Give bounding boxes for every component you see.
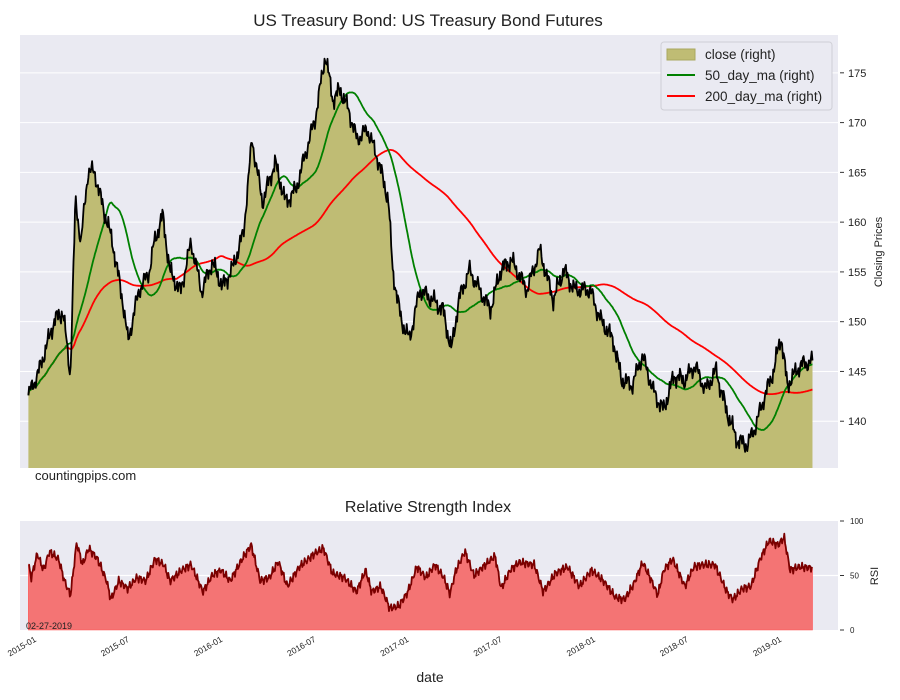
y-tick-label: 140 bbox=[848, 416, 866, 428]
rsi-chart-title: Relative Strength Index bbox=[345, 499, 511, 516]
legend-swatch-close bbox=[666, 48, 696, 61]
date-note: 02-27-2019 bbox=[26, 621, 72, 631]
x-tick-label: 2016-07 bbox=[285, 634, 317, 658]
close-area-fill bbox=[28, 58, 813, 468]
rsi-y-ticks: 0 50 100 bbox=[840, 517, 864, 635]
x-tick-label: 2016-01 bbox=[192, 634, 224, 658]
rsi-y-axis-label: RSI bbox=[869, 567, 881, 585]
main-series bbox=[27, 57, 814, 468]
x-tick-label: 2018-01 bbox=[565, 634, 597, 658]
rsi-series bbox=[28, 532, 813, 631]
ma200-line bbox=[27, 149, 813, 396]
y-tick-label: 155 bbox=[848, 267, 866, 279]
rsi-line bbox=[28, 532, 813, 612]
y-tick-label: 160 bbox=[848, 217, 866, 229]
main-y-ticks: 140 145 150 155 160 165 170 175 bbox=[840, 68, 866, 428]
legend-label-close: close (right) bbox=[705, 47, 776, 62]
y-tick-label: 100 bbox=[850, 517, 864, 526]
y-tick-label: 50 bbox=[850, 572, 859, 581]
legend-box bbox=[660, 41, 833, 111]
close-line bbox=[27, 57, 814, 453]
x-tick-label: 2017-01 bbox=[378, 634, 410, 658]
legend: close (right) 50_day_ma (right) 200_day_… bbox=[660, 41, 833, 111]
x-tick-label: 2019-01 bbox=[751, 634, 783, 658]
legend-label-50-day-ma: 50_day_ma (right) bbox=[705, 68, 815, 83]
x-axis-label: date bbox=[416, 669, 443, 685]
x-tick-label: 2015-01 bbox=[6, 634, 38, 658]
y-tick-label: 0 bbox=[850, 626, 855, 635]
main-chart-title: US Treasury Bond: US Treasury Bond Futur… bbox=[253, 11, 603, 30]
x-axis-ticks: 2015-01 2015-07 2016-01 2016-07 2017-01 2017-… bbox=[6, 634, 784, 658]
watermark-text: countingpips.com bbox=[35, 468, 136, 483]
x-tick-label: 2018-07 bbox=[658, 634, 690, 658]
y-tick-label: 175 bbox=[848, 68, 866, 80]
x-tick-label: 2015-07 bbox=[99, 634, 131, 658]
y-tick-label: 170 bbox=[848, 118, 866, 130]
y-tick-label: 165 bbox=[848, 167, 866, 179]
main-y-axis-label: Closing Prices bbox=[873, 216, 885, 287]
x-tick-label: 2017-07 bbox=[472, 634, 504, 658]
y-tick-label: 145 bbox=[848, 366, 866, 378]
ma50-line bbox=[27, 91, 813, 431]
legend-label-200-day-ma: 200_day_ma (right) bbox=[705, 89, 822, 104]
y-tick-label: 150 bbox=[848, 317, 866, 329]
